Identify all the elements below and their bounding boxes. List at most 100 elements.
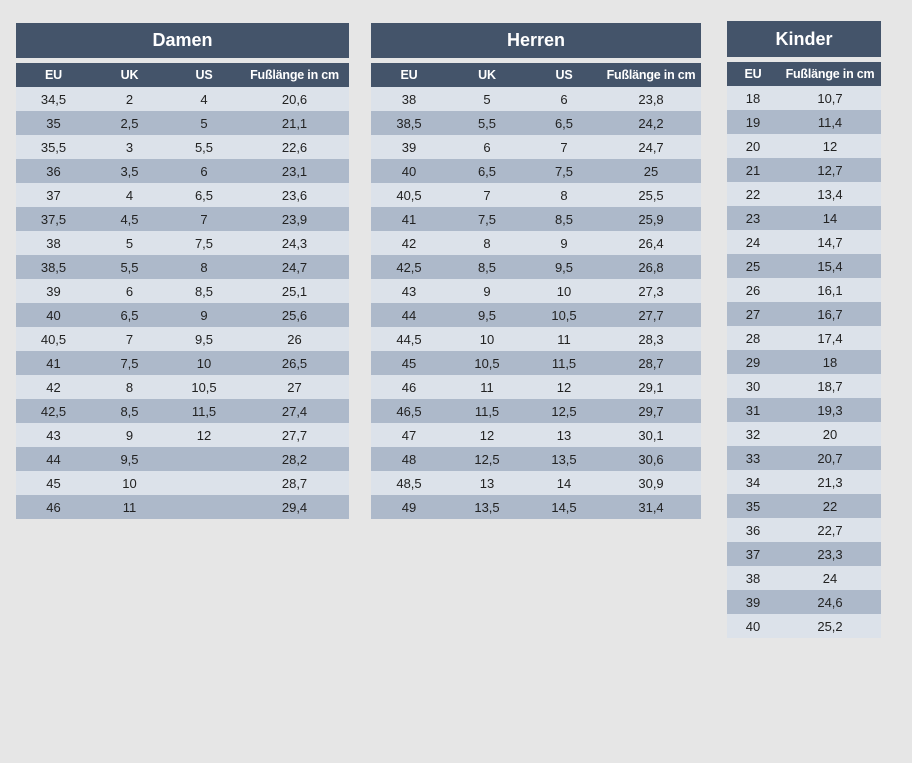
herren-cell-foot-length: 30,6	[601, 447, 702, 471]
herren-cell-foot-length: 24,7	[601, 135, 702, 159]
damen-cell-eu: 35,5	[16, 135, 91, 159]
damen-cell-eu: 35	[16, 111, 91, 135]
damen-cell-us: 8,5	[168, 279, 240, 303]
herren-cell-us: 8,5	[527, 207, 601, 231]
herren-table-row: 46,5 11,5 12,5 29,7	[371, 399, 702, 423]
herren-cell-uk: 5,5	[447, 111, 527, 135]
herren-cell-foot-length: 29,1	[601, 375, 702, 399]
kinder-table-row: 39 24,6	[727, 590, 882, 614]
damen-header-foot-length: Fußlänge in cm	[240, 60, 350, 87]
herren-cell-uk: 6	[447, 135, 527, 159]
kinder-cell-foot-length: 15,4	[779, 254, 882, 278]
herren-table-row: 48,5 13 14 30,9	[371, 471, 702, 495]
damen-table-row: 39 6 8,5 25,1	[16, 279, 350, 303]
herren-cell-foot-length: 24,2	[601, 111, 702, 135]
damen-cell-uk: 7,5	[91, 351, 168, 375]
damen-cell-us: 4	[168, 87, 240, 111]
damen-cell-uk: 8	[91, 375, 168, 399]
herren-cell-eu: 46	[371, 375, 447, 399]
damen-cell-us: 9	[168, 303, 240, 327]
kinder-cell-eu: 33	[727, 446, 779, 470]
herren-cell-uk: 11	[447, 375, 527, 399]
herren-table-row: 43 9 10 27,3	[371, 279, 702, 303]
damen-cell-foot-length: 26,5	[240, 351, 350, 375]
herren-cell-us: 9,5	[527, 255, 601, 279]
herren-table-row: 48 12,5 13,5 30,6	[371, 447, 702, 471]
herren-header-row: EU UK US Fußlänge in cm	[371, 60, 702, 87]
kinder-cell-foot-length: 22,7	[779, 518, 882, 542]
damen-cell-eu: 43	[16, 423, 91, 447]
herren-cell-foot-length: 28,3	[601, 327, 702, 351]
herren-table-row: 46 11 12 29,1	[371, 375, 702, 399]
herren-cell-us: 6	[527, 87, 601, 111]
kinder-table-row: 27 16,7	[727, 302, 882, 326]
damen-cell-eu: 39	[16, 279, 91, 303]
herren-cell-eu: 44,5	[371, 327, 447, 351]
kinder-table-row: 26 16,1	[727, 278, 882, 302]
damen-cell-uk: 6	[91, 279, 168, 303]
herren-header-uk: UK	[447, 60, 527, 87]
kinder-cell-foot-length: 16,1	[779, 278, 882, 302]
herren-cell-eu: 45	[371, 351, 447, 375]
herren-cell-eu: 48	[371, 447, 447, 471]
herren-cell-uk: 9,5	[447, 303, 527, 327]
herren-cell-foot-length: 31,4	[601, 495, 702, 519]
damen-table-title: Damen	[16, 23, 350, 63]
herren-cell-us: 9	[527, 231, 601, 255]
kinder-cell-foot-length: 20	[779, 422, 882, 446]
herren-cell-foot-length: 28,7	[601, 351, 702, 375]
damen-cell-foot-length: 27,7	[240, 423, 350, 447]
herren-cell-foot-length: 30,9	[601, 471, 702, 495]
herren-cell-us: 13	[527, 423, 601, 447]
damen-table-row: 38,5 5,5 8 24,7	[16, 255, 350, 279]
herren-table-row: 40,5 7 8 25,5	[371, 183, 702, 207]
kinder-table-row: 37 23,3	[727, 542, 882, 566]
kinder-table-row: 33 20,7	[727, 446, 882, 470]
kinder-cell-foot-length: 23,3	[779, 542, 882, 566]
herren-cell-eu: 38	[371, 87, 447, 111]
herren-cell-eu: 49	[371, 495, 447, 519]
kinder-header-foot-length: Fußlänge in cm	[779, 59, 882, 86]
kinder-table-row: 22 13,4	[727, 182, 882, 206]
damen-cell-foot-length: 21,1	[240, 111, 350, 135]
herren-cell-foot-length: 26,4	[601, 231, 702, 255]
herren-cell-us: 12	[527, 375, 601, 399]
herren-cell-uk: 6,5	[447, 159, 527, 183]
damen-table-row: 40 6,5 9 25,6	[16, 303, 350, 327]
damen-cell-foot-length: 29,4	[240, 495, 350, 519]
kinder-cell-eu: 35	[727, 494, 779, 518]
herren-cell-us: 13,5	[527, 447, 601, 471]
damen-cell-eu: 40	[16, 303, 91, 327]
damen-cell-uk: 5,5	[91, 255, 168, 279]
herren-cell-us: 11	[527, 327, 601, 351]
damen-size-table: Damen EU UK US Fußlänge in cm 34,5 2 4 20,6…	[16, 23, 350, 519]
damen-header-eu: EU	[16, 60, 91, 87]
damen-cell-uk: 2,5	[91, 111, 168, 135]
kinder-table-row: 34 21,3	[727, 470, 882, 494]
damen-cell-eu: 44	[16, 447, 91, 471]
herren-cell-eu: 41	[371, 207, 447, 231]
damen-cell-us	[168, 471, 240, 495]
kinder-table-row: 31 19,3	[727, 398, 882, 422]
herren-cell-eu: 40,5	[371, 183, 447, 207]
herren-table-row: 38 5 6 23,8	[371, 87, 702, 111]
herren-cell-uk: 12,5	[447, 447, 527, 471]
damen-cell-eu: 40,5	[16, 327, 91, 351]
herren-cell-uk: 7	[447, 183, 527, 207]
damen-cell-us	[168, 447, 240, 471]
kinder-table-row: 29 18	[727, 350, 882, 374]
damen-cell-uk: 6,5	[91, 303, 168, 327]
herren-table-row: 41 7,5 8,5 25,9	[371, 207, 702, 231]
damen-table-row: 44 9,5 28,2	[16, 447, 350, 471]
kinder-table-row: 38 24	[727, 566, 882, 590]
kinder-cell-eu: 19	[727, 110, 779, 134]
herren-cell-eu: 47	[371, 423, 447, 447]
herren-cell-uk: 9	[447, 279, 527, 303]
herren-cell-uk: 8	[447, 231, 527, 255]
damen-cell-uk: 4	[91, 183, 168, 207]
kinder-table-row: 18 10,7	[727, 86, 882, 110]
damen-cell-eu: 37	[16, 183, 91, 207]
damen-cell-foot-length: 25,6	[240, 303, 350, 327]
herren-cell-us: 11,5	[527, 351, 601, 375]
herren-cell-foot-length: 30,1	[601, 423, 702, 447]
